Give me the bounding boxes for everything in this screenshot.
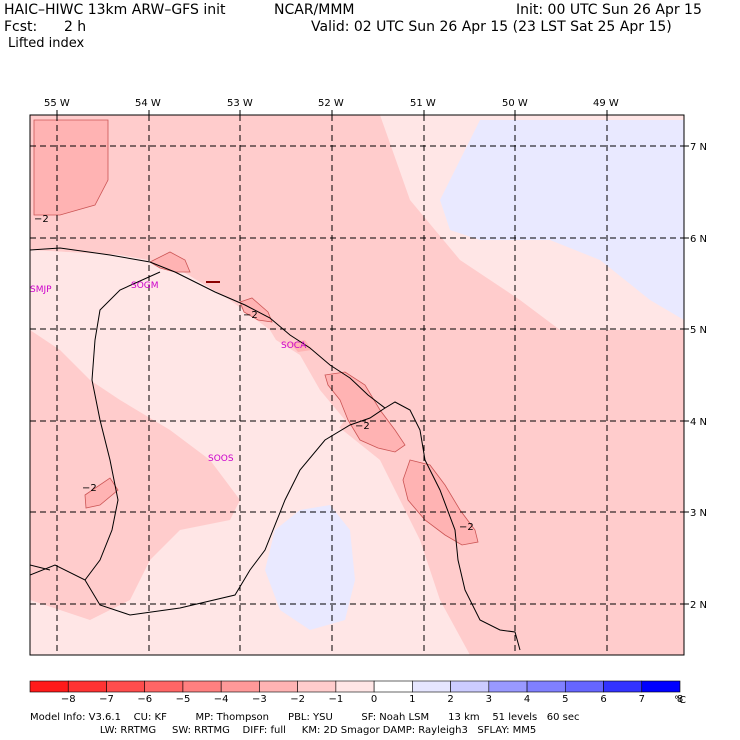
- contour-lines: [33, 119, 479, 546]
- field-name: Lifted index: [8, 36, 85, 51]
- contour-d: [324, 371, 406, 453]
- colorbar-swatch: [106, 680, 146, 693]
- colorbar-swatch: [297, 680, 337, 693]
- colorbar-swatch: [603, 680, 643, 693]
- contour-e: [402, 459, 479, 546]
- map-fills: [30, 115, 684, 655]
- colorbar-tick-label: 8: [677, 694, 683, 705]
- coastline: [30, 247, 521, 651]
- station-sogm: SOGM: [131, 281, 159, 291]
- colorbar-tick-label: 1: [409, 694, 415, 705]
- colorbar-unit: °C: [674, 695, 686, 706]
- band-minus3-minus2-c: [290, 340, 312, 352]
- band-minus2-minus1-southwest: [30, 330, 240, 620]
- colorbar-tick-label: 2: [447, 694, 453, 705]
- model-title: HAIC–HIWC 13km ARW–GFS init: [4, 2, 226, 18]
- contour-b: [239, 297, 273, 323]
- colorbar-tick-label: −5: [176, 694, 191, 705]
- colorbar-swatch: [564, 680, 604, 693]
- colorbar-swatch: [641, 680, 681, 693]
- colorbar-swatch: [412, 680, 451, 693]
- center-label: NCAR/MMM: [274, 2, 355, 18]
- colorbar-tick-label: 3: [486, 694, 492, 705]
- lon-label: 49 W: [593, 98, 619, 109]
- lon-label: 55 W: [44, 98, 70, 109]
- colorbar-swatch: [450, 680, 490, 693]
- colorbar-swatch: [182, 680, 222, 693]
- lon-label: 51 W: [410, 98, 436, 109]
- colorbar-tick-label: −3: [252, 694, 267, 705]
- colorbar-tick-label: 4: [524, 694, 530, 705]
- lon-label: 54 W: [135, 98, 161, 109]
- station-soca: SOCA: [281, 341, 307, 351]
- band-minus3-minus2-d: [325, 372, 405, 452]
- contour-label: −2: [459, 522, 474, 533]
- footer-model-info: Model Info: V3.6.1 CU: KF MP: Thompson P…: [30, 712, 580, 723]
- contour-label: −2: [82, 483, 97, 494]
- lon-label: 52 W: [318, 98, 344, 109]
- valid-time: Valid: 02 UTC Sun 26 Apr 15 (23 LST Sat …: [311, 19, 672, 35]
- colorbar-swatch: [29, 680, 69, 693]
- colorbar-tick-label: −8: [61, 694, 76, 705]
- latitude-labels: 7 N 6 N 5 N 4 N 3 N 2 N: [690, 142, 707, 611]
- contour-label: −2: [355, 421, 370, 432]
- colorbar-swatch: [259, 680, 298, 693]
- colorbar-tick-label: −7: [99, 694, 114, 705]
- lat-label: 5 N: [690, 325, 707, 336]
- band-minus3-minus2-e: [403, 460, 478, 545]
- border-french-guiana: [84, 407, 386, 616]
- colorbar-tick-label: −4: [214, 694, 229, 705]
- lon-label: 50 W: [502, 98, 528, 109]
- station-smjp: SMJP: [30, 285, 52, 295]
- band-minus3-minus2-f: [85, 478, 118, 508]
- colorbar-swatch: [373, 680, 413, 693]
- colorbar-swatch: [335, 680, 375, 693]
- footer-physics-info: LW: RRTMG SW: RRTMG DIFF: full KM: 2D Sm…: [30, 725, 537, 736]
- map-frame: [29, 114, 685, 656]
- contour-northwest: [33, 119, 109, 216]
- colorbar-swatch: [526, 680, 566, 693]
- colorbar-tick-label: −6: [137, 694, 152, 705]
- contour-label: −2: [243, 310, 258, 321]
- colorbar-tick-label: 6: [600, 694, 606, 705]
- contour-a: [149, 251, 191, 273]
- colorbar-swatch: [220, 680, 260, 693]
- colorbar-tick-label: 7: [639, 694, 645, 705]
- colorbar: −8 −7 −6 −5 −4 −3 −2 −1 0 1 2 3 4 5 6 7 8: [29, 680, 683, 705]
- colorbar-swatch: [488, 680, 528, 693]
- contour-f: [84, 477, 119, 509]
- colorbar-tick-label: −2: [290, 694, 305, 705]
- tick-marks: [56, 110, 689, 605]
- lat-label: 4 N: [690, 417, 707, 428]
- coastline-borders: [30, 247, 521, 651]
- station-labels: SMJP SOGM SOCA SOOS: [30, 281, 307, 464]
- positive-region-northeast: [440, 120, 684, 320]
- colorbar-tick-label: −1: [329, 694, 344, 705]
- colorbar-swatch: [144, 680, 184, 693]
- longitude-labels: 55 W 54 W 53 W 52 W 51 W 50 W 49 W: [44, 98, 619, 109]
- lat-label: 3 N: [690, 508, 707, 519]
- lat-label: 2 N: [690, 600, 707, 611]
- band-minus2-minus1-east: [415, 310, 684, 655]
- band-minus3-minus2-b: [240, 298, 272, 322]
- station-soos: SOOS: [208, 454, 234, 464]
- lon-label: 53 W: [227, 98, 253, 109]
- colorbar-tick-label: 5: [562, 694, 568, 705]
- border-fragment: [30, 564, 51, 571]
- band-minus3-minus2-northwest: [34, 120, 108, 215]
- graticule: [30, 115, 684, 655]
- contour-label: −2: [34, 214, 49, 225]
- lat-label: 7 N: [690, 142, 707, 153]
- contour-value-labels: −2 −2 −2 −2 −2: [34, 214, 474, 533]
- init-time: Init: 00 UTC Sun 26 Apr 15: [516, 2, 702, 18]
- colorbar-swatch: [67, 680, 107, 693]
- lat-label: 6 N: [690, 234, 707, 245]
- colorbar-tick-label: 0: [371, 694, 377, 705]
- forecast-hour: Fcst: 2 h: [4, 19, 87, 35]
